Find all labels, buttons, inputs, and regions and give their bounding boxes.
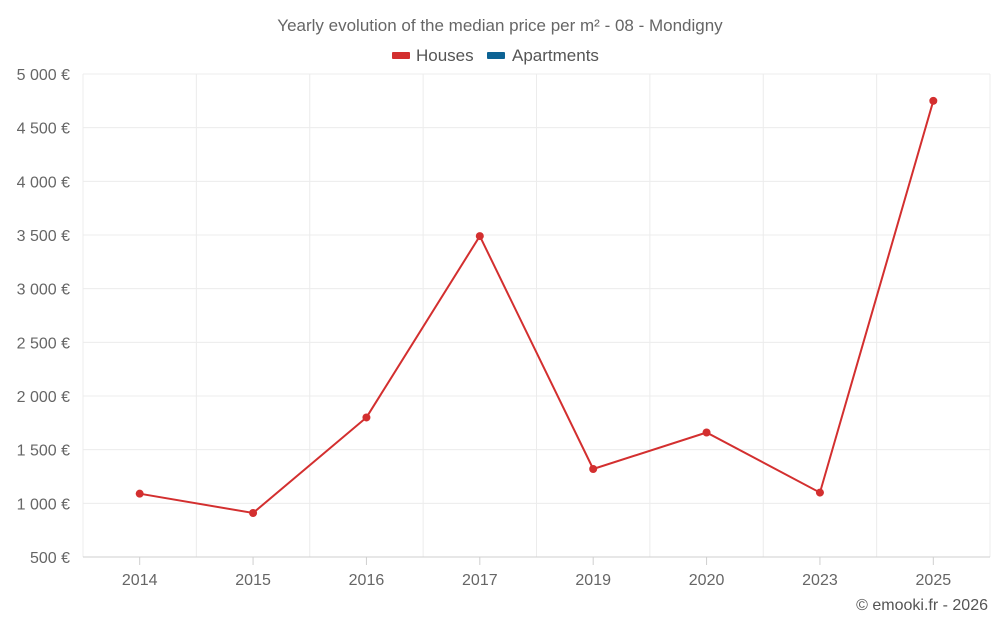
credit-text: © emooki.fr - 2026 [856,597,988,614]
data-point-houses[interactable] [589,464,598,473]
legend-swatch-apartments [487,52,505,59]
y-tick-label: 4 000 € [17,174,70,191]
series-houses [135,96,938,517]
legend-item-houses[interactable]: Houses [392,46,474,65]
data-point-houses[interactable] [702,428,711,437]
x-axis-ticks: 2014 2015 2016 2017 2019 2020 2023 2025 [122,557,951,589]
y-tick-label: 3 000 € [17,282,70,299]
legend: Houses Apartments [392,46,599,65]
y-tick-label: 500 € [30,550,70,567]
data-point-houses[interactable] [475,232,484,241]
data-point-houses[interactable] [362,413,371,422]
x-tick-label: 2016 [349,572,385,589]
legend-item-apartments[interactable]: Apartments [487,46,599,65]
legend-label-houses: Houses [416,46,474,65]
x-tick-label: 2023 [802,572,838,589]
legend-label-apartments: Apartments [512,46,599,65]
y-axis-ticks: 500 € 1 000 € 1 500 € 2 000 € 2 500 € 3 000 €… [17,67,70,567]
y-tick-label: 3 500 € [17,228,70,245]
y-tick-label: 2 000 € [17,389,70,406]
series-line-houses [139,100,935,515]
y-tick-label: 5 000 € [17,67,70,84]
x-tick-label: 2017 [462,572,498,589]
chart-title: Yearly evolution of the median price per… [277,16,723,35]
x-tick-label: 2015 [235,572,271,589]
data-point-houses[interactable] [929,96,938,105]
gridlines [82,73,991,557]
x-tick-label: 2014 [122,572,158,589]
y-tick-label: 1 000 € [17,496,70,513]
x-tick-label: 2025 [916,572,952,589]
y-tick-label: 4 500 € [17,121,70,138]
x-tick-label: 2020 [689,572,725,589]
data-point-houses[interactable] [249,508,258,517]
legend-swatch-houses [392,52,410,59]
data-point-houses[interactable] [135,489,144,498]
y-tick-label: 1 500 € [17,443,70,460]
y-tick-label: 2 500 € [17,335,70,352]
data-point-houses[interactable] [815,488,824,497]
x-tick-label: 2019 [575,572,611,589]
